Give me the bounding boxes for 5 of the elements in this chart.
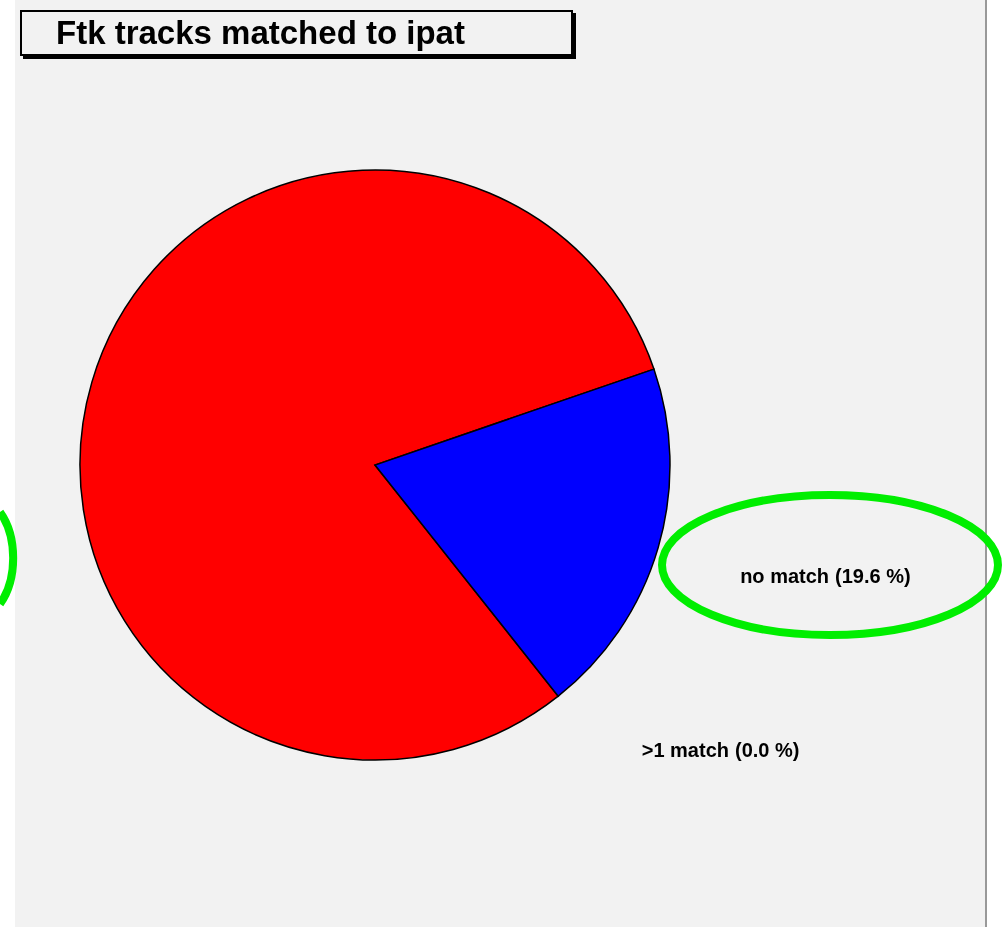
category-label: >1 match bbox=[641, 739, 729, 762]
slice-label: no match bbox=[740, 565, 830, 588]
data-label: (19.6 %) bbox=[835, 565, 911, 588]
text: (0.0 %) bbox=[734, 739, 800, 762]
chart-title: Ftk tracks matched to ipat bbox=[20, 10, 573, 56]
